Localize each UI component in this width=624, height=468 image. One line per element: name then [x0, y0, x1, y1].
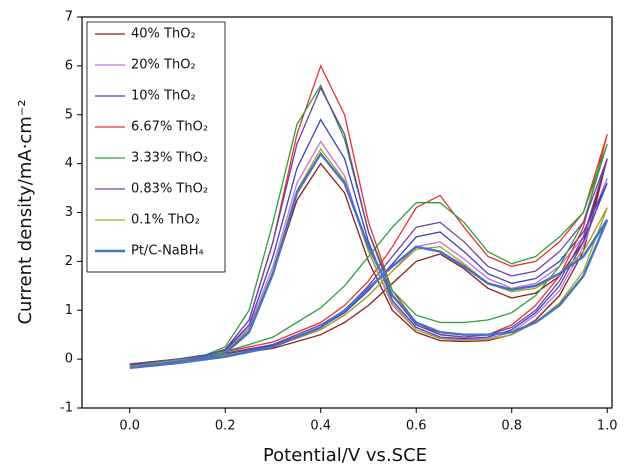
legend-box: [86, 21, 226, 273]
x-tick-label: 0.8: [501, 419, 522, 434]
y-tick-label: 2: [65, 254, 73, 269]
legend-label: 20% ThO₂: [131, 58, 196, 73]
legend-label: 10% ThO₂: [131, 89, 196, 104]
y-tick-label: 7: [65, 10, 73, 25]
y-tick-label: 4: [65, 156, 73, 171]
y-tick-label: 6: [65, 58, 73, 73]
x-tick-label: 0.0: [119, 419, 140, 434]
cv-curve: [129, 86, 608, 365]
cv-curve: [129, 151, 609, 370]
y-tick-label: 3: [65, 205, 73, 220]
y-tick-label: 1: [65, 303, 73, 318]
legend-label: Pt/C-NaBH₄: [131, 244, 204, 259]
x-tick-label: 1.0: [597, 419, 618, 434]
y-axis-label: Current density/mA·cm⁻²: [15, 99, 36, 324]
cv-curve: [129, 84, 608, 365]
cv-curve: [129, 64, 608, 365]
legend-label: 0.1% ThO₂: [131, 213, 200, 228]
plot-frame: [81, 16, 613, 409]
legend-label: 0.83% ThO₂: [131, 182, 208, 197]
y-tick-label: -1: [60, 401, 73, 416]
legend-label: 3.33% ThO₂: [131, 151, 208, 166]
x-axis-label: Potential/V vs.SCE: [263, 445, 427, 466]
y-tick-label: 0: [65, 352, 73, 367]
legend-label: 40% ThO₂: [131, 27, 196, 42]
x-tick-label: 0.6: [406, 419, 427, 434]
y-tick-label: 5: [65, 107, 73, 122]
legend-label: 6.67% ThO₂: [131, 120, 208, 135]
x-tick-label: 0.4: [310, 419, 331, 434]
cv-curve: [129, 158, 608, 366]
x-tick-label: 0.2: [215, 419, 236, 434]
